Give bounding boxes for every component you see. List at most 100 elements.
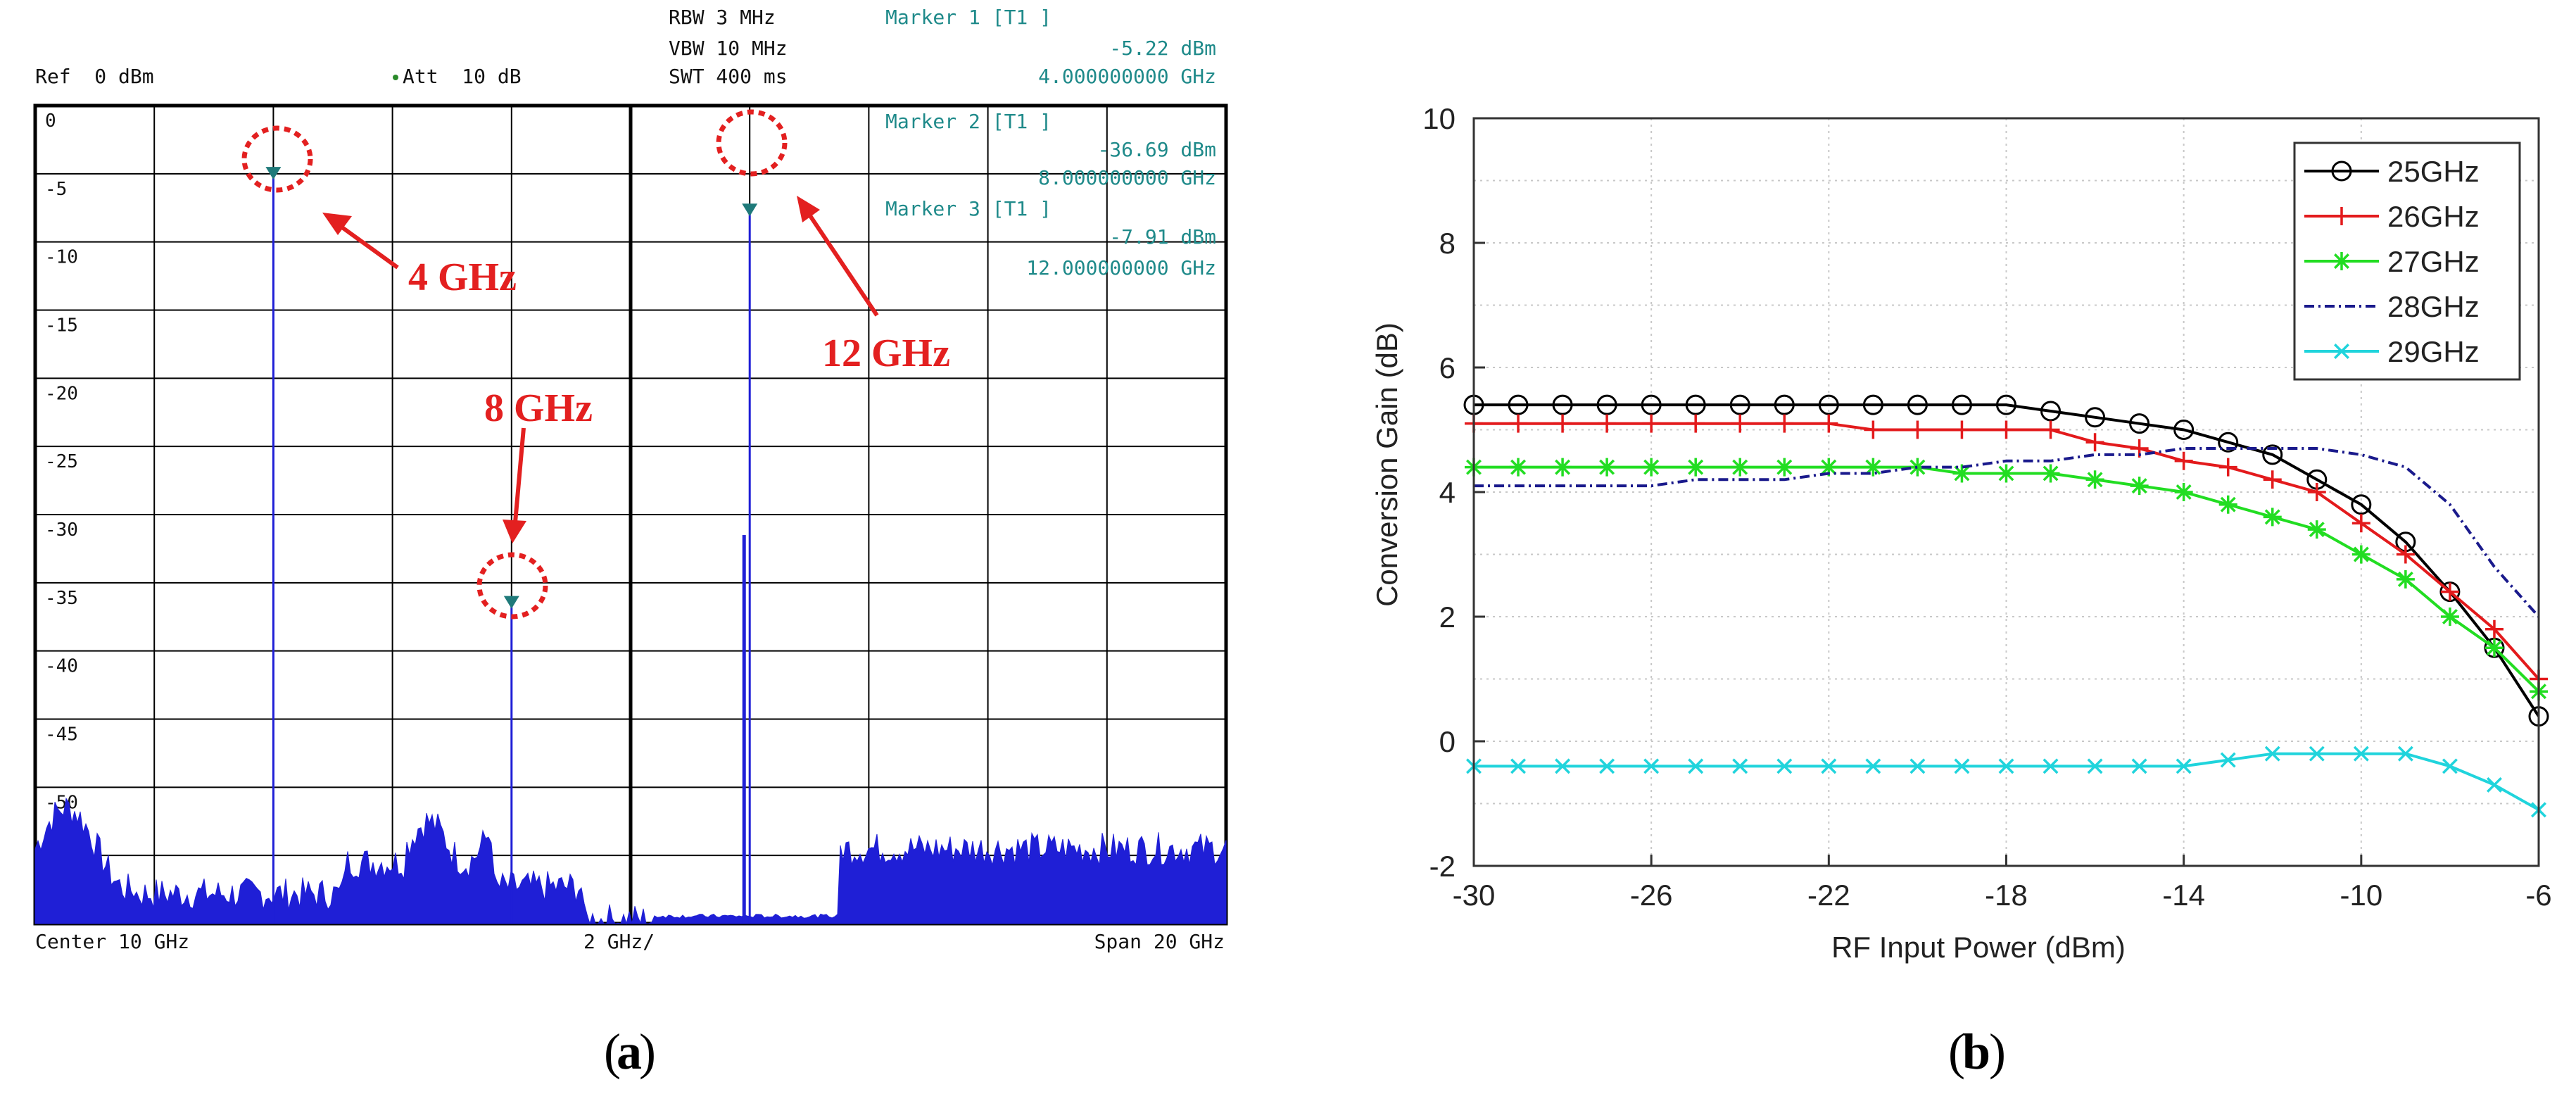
series-point <box>1865 758 1881 774</box>
series-point <box>2174 451 2193 470</box>
series-point <box>2218 432 2239 453</box>
marker-3-level: -7.91 dBm <box>1109 225 1216 248</box>
series-point <box>2307 520 2326 539</box>
caption-b-letter: b <box>1962 1024 1990 1080</box>
x-tick-label: -30 <box>1453 879 1496 912</box>
spectrum-trace <box>34 167 1227 925</box>
series-point <box>1954 758 1970 774</box>
series-point <box>1996 394 2016 415</box>
series-point <box>1642 414 1661 433</box>
series-point <box>1731 414 1750 433</box>
series-point <box>2351 545 2370 564</box>
gain-series <box>1463 394 2549 818</box>
series-point <box>1818 394 1839 415</box>
y-tick-label: 10 <box>1422 102 1456 135</box>
series-point <box>2040 401 2062 422</box>
marker-3-circle <box>716 109 788 177</box>
marker-triangle-icon <box>265 167 282 180</box>
series-point <box>1776 758 1793 774</box>
series-point <box>1908 458 1927 477</box>
att-dot-icon <box>393 75 398 80</box>
center-frequency-label: Center 10 GHz <box>35 930 189 953</box>
marker-3-frequency: 12.000000000 GHz <box>1026 256 1216 279</box>
series-point <box>1553 414 1572 433</box>
series-point <box>2442 758 2458 774</box>
marker-triangle-icon <box>742 203 758 217</box>
series-point <box>2485 638 2504 658</box>
marker-1-frequency: 4.000000000 GHz <box>1038 65 1216 88</box>
series-point <box>1864 420 1883 439</box>
marker-2-title: Marker 2 [T1 ] <box>885 110 1052 133</box>
series-point <box>2486 776 2502 793</box>
spectrum-y-tick-label: 0 <box>45 111 56 132</box>
series-point <box>2041 420 2060 439</box>
spectrum-y-tick-label: -25 <box>45 451 78 472</box>
x-tick-label: -6 <box>2525 879 2551 912</box>
series-point <box>1998 758 2014 774</box>
series-point <box>2176 758 2192 774</box>
series-point <box>1951 394 1972 415</box>
spectrum-analyzer-panel: Ref 0 dBm Att 10 dB RBW 3 MHz VBW 10 MHz… <box>33 6 1228 1080</box>
spectrum-y-tick-label: -10 <box>45 247 78 268</box>
legend-item: 28GHz <box>2304 290 2480 323</box>
series-point <box>2043 758 2059 774</box>
series-point <box>2485 619 2504 638</box>
series-point <box>1909 758 1926 774</box>
series-point <box>2041 464 2060 483</box>
series-point <box>1642 458 1661 477</box>
marker-1-title: Marker 1 [T1 ] <box>885 6 1052 29</box>
series-point <box>1596 394 1617 415</box>
series-point <box>2334 344 2349 359</box>
series-point <box>1598 414 1617 433</box>
series-point <box>1510 758 1527 774</box>
series-point <box>2351 514 2370 533</box>
arrow-12ghz-head <box>797 196 820 222</box>
legend-label: 25GHz <box>2387 155 2480 188</box>
series-point <box>1685 394 1706 415</box>
residual-peak <box>742 535 746 924</box>
series-point <box>1598 458 1617 477</box>
series-point <box>2087 758 2103 774</box>
series-point <box>2130 477 2149 496</box>
series-point <box>2351 494 2372 515</box>
series-point <box>1952 420 1971 439</box>
x-tick-label: -18 <box>1985 879 2028 912</box>
series-point <box>2129 413 2150 434</box>
series-point <box>2440 582 2459 601</box>
span-label: Span 20 GHz <box>1094 930 1225 953</box>
series-point <box>1907 394 1928 415</box>
series-point <box>1819 414 1838 433</box>
series-point <box>1553 458 1572 477</box>
series-point <box>2263 508 2282 527</box>
legend-label: 29GHz <box>2387 335 2480 368</box>
noise-floor <box>34 797 1227 925</box>
legend-item: 26GHz <box>2304 200 2480 233</box>
y-axis-label: Conversion Gain (dB) <box>1370 322 1403 607</box>
y-tick-label: 6 <box>1439 351 1456 384</box>
series-point <box>1952 464 1971 483</box>
spectrum-y-tick-label: -20 <box>45 383 78 404</box>
x-tick-label: -26 <box>1630 879 1673 912</box>
series-point <box>1775 414 1794 433</box>
series-point <box>1997 420 2016 439</box>
x-tick-label: -10 <box>2340 879 2382 912</box>
y-tick-label: 8 <box>1439 227 1456 260</box>
series-point <box>1997 464 2016 483</box>
legend-label: 26GHz <box>2387 200 2480 233</box>
series-point <box>2396 570 2415 589</box>
series-point <box>2263 470 2282 489</box>
caption-a-close: ) <box>639 1024 656 1080</box>
spectrum-grid: 0 -5 -10 -15 -20 -25 -30 -35 -40 -45 -50 <box>33 103 1228 926</box>
rbw-label: RBW 3 MHz <box>669 6 776 29</box>
series-point <box>2332 207 2351 225</box>
series-point <box>2309 745 2325 762</box>
series-point <box>2353 745 2369 762</box>
series-point <box>2218 495 2237 514</box>
spectrum-y-tick-label: -35 <box>45 588 78 609</box>
series-line <box>1474 447 2540 618</box>
y-tick-label: 4 <box>1439 476 1456 509</box>
series-25GHz <box>1463 394 2549 727</box>
marker-1-circle <box>241 125 313 193</box>
series-point <box>1819 458 1838 477</box>
series-point <box>1688 758 1704 774</box>
